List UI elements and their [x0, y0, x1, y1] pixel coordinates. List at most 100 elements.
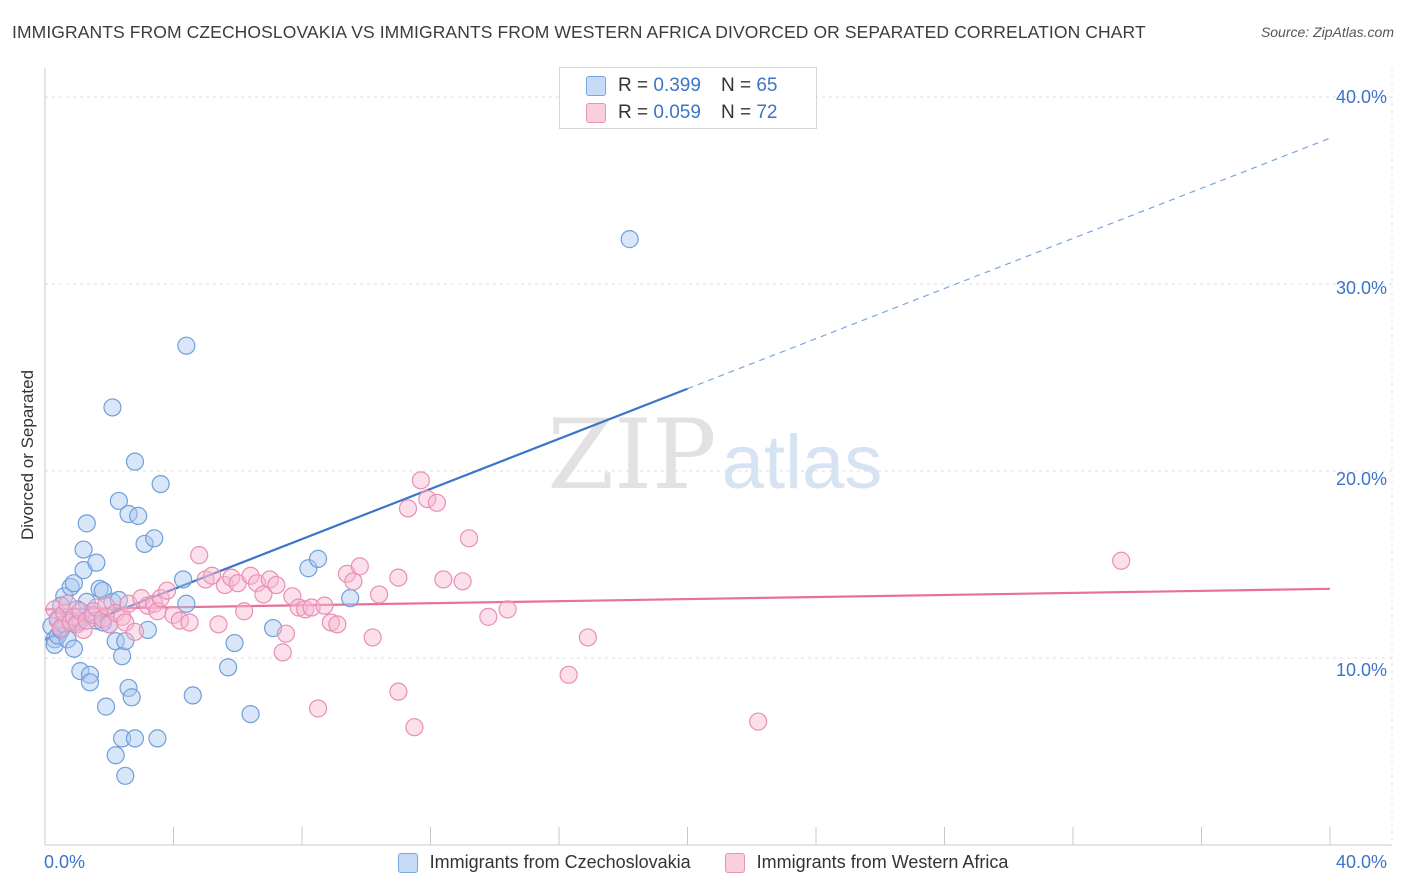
point-czechoslovakia — [299, 559, 318, 578]
point-western-africa — [116, 613, 135, 632]
point-czechoslovakia — [125, 729, 145, 748]
legend-swatch-blue — [397, 852, 418, 873]
n-label: N = — [720, 102, 752, 123]
point-western-africa — [398, 499, 418, 518]
point-western-africa — [254, 585, 273, 604]
point-western-africa — [96, 596, 116, 615]
stats-row-western-africa: R = 0.059 N = 72 — [586, 102, 777, 124]
point-western-africa — [315, 596, 334, 615]
point-western-africa — [267, 575, 286, 595]
axes — [44, 68, 1392, 846]
point-western-africa — [190, 546, 209, 565]
point-western-africa — [498, 600, 517, 619]
point-czechoslovakia — [125, 452, 145, 471]
point-czechoslovakia — [80, 673, 100, 692]
point-western-africa — [427, 493, 447, 512]
legend: Immigrants from Czechoslovakia Immigrant… — [0, 852, 1406, 873]
point-western-africa — [459, 529, 479, 548]
point-czechoslovakia — [90, 579, 109, 598]
point-western-africa — [273, 643, 292, 662]
point-western-africa — [405, 718, 424, 737]
point-czechoslovakia — [106, 746, 125, 765]
point-czechoslovakia — [620, 230, 639, 249]
point-western-africa — [308, 699, 328, 718]
point-czechoslovakia — [174, 570, 193, 589]
point-czechoslovakia — [148, 729, 167, 748]
point-western-africa — [289, 598, 308, 617]
point-western-africa — [479, 607, 498, 626]
stats-box: R = 0.399 N = 65 R = 0.059 N = 72 — [559, 67, 817, 129]
point-western-africa — [1112, 551, 1131, 570]
point-western-africa — [202, 566, 222, 585]
point-czechoslovakia — [80, 665, 100, 684]
point-czechoslovakia — [112, 647, 132, 666]
point-czechoslovakia — [103, 398, 122, 417]
y-axis-label: Divorced or Separated — [18, 369, 37, 541]
point-western-africa — [559, 665, 578, 684]
point-western-africa — [296, 600, 315, 619]
point-czechoslovakia — [116, 766, 135, 785]
point-western-africa — [157, 581, 177, 600]
point-czechoslovakia — [64, 574, 84, 593]
watermark-zip: ZIP — [547, 399, 716, 511]
source-label: Source: ZipAtlas.com — [1260, 24, 1394, 40]
n-value: 72 — [756, 102, 778, 123]
n-value: 65 — [756, 75, 778, 96]
point-western-africa — [276, 624, 296, 643]
point-western-africa — [125, 622, 145, 641]
point-western-africa — [321, 613, 341, 632]
y-tick-label-10: 10.0% — [1336, 660, 1388, 680]
point-czechoslovakia — [135, 534, 154, 554]
r-label: R = — [618, 75, 649, 96]
point-western-africa — [370, 585, 389, 604]
legend-label: Immigrants from Czechoslovakia — [429, 852, 691, 872]
point-czechoslovakia — [87, 553, 106, 572]
point-czechoslovakia — [109, 491, 128, 511]
legend-item-czechoslovakia[interactable]: Immigrants from Czechoslovakia — [397, 852, 691, 873]
point-czechoslovakia — [77, 514, 96, 533]
point-western-africa — [241, 566, 260, 585]
point-czechoslovakia — [341, 589, 360, 608]
x-tick-label-max: 40.0% — [1336, 852, 1388, 872]
point-czechoslovakia — [64, 639, 84, 658]
point-western-africa — [151, 589, 170, 608]
point-czechoslovakia — [151, 474, 170, 494]
x-tick-label-min: 0.0% — [44, 852, 86, 872]
point-western-africa — [453, 572, 472, 591]
stats-row-czechoslovakia: R = 0.399 N = 65 — [586, 75, 777, 97]
point-western-africa — [209, 615, 228, 634]
r-value: 0.059 — [653, 102, 701, 123]
point-czechoslovakia — [112, 729, 132, 748]
trend-line-czechoslovakia-extension — [687, 137, 1331, 390]
n-label: N = — [720, 75, 752, 96]
point-western-africa — [180, 613, 199, 632]
point-czechoslovakia — [177, 336, 196, 355]
point-czechoslovakia — [106, 632, 125, 651]
trend-lines — [44, 137, 1331, 641]
point-western-africa — [344, 572, 363, 591]
point-czechoslovakia — [96, 697, 116, 716]
grid-lines — [45, 68, 1393, 845]
point-western-africa — [411, 471, 430, 490]
legend-swatch-pink — [724, 852, 745, 873]
point-western-africa — [350, 557, 369, 576]
y-tick-label-40: 40.0% — [1336, 87, 1388, 107]
point-western-africa — [418, 489, 437, 509]
y-tick-label-20: 20.0% — [1336, 469, 1388, 489]
legend-item-western-africa[interactable]: Immigrants from Western Africa — [724, 852, 1009, 873]
r-value: 0.399 — [653, 75, 701, 96]
legend-label: Immigrants from Western Africa — [756, 852, 1009, 872]
point-czechoslovakia — [74, 540, 93, 559]
data-points — [42, 230, 1131, 785]
point-western-africa — [389, 568, 408, 587]
point-czechoslovakia — [145, 529, 164, 548]
point-western-africa — [434, 570, 453, 589]
point-czechoslovakia — [308, 549, 328, 568]
point-western-africa — [749, 712, 768, 731]
point-czechoslovakia — [77, 592, 96, 612]
point-western-africa — [283, 587, 302, 606]
point-czechoslovakia — [129, 506, 148, 525]
blue-swatch — [586, 76, 606, 96]
trend-line-western-africa — [44, 587, 1331, 611]
point-czechoslovakia — [183, 686, 202, 705]
